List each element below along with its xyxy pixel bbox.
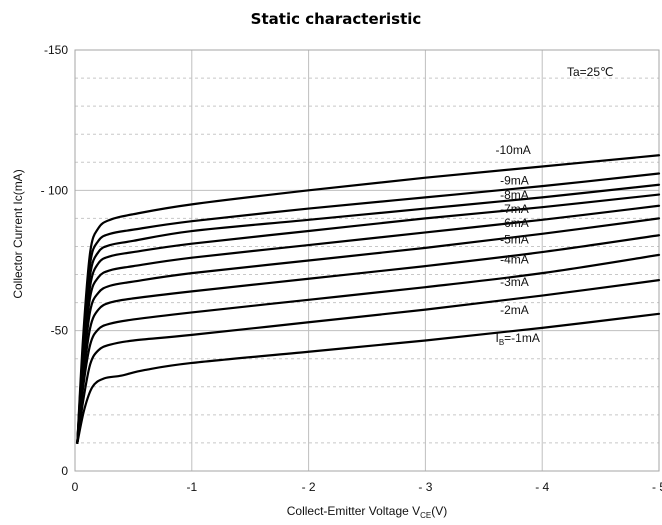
temperature-annotation: Ta=25℃ — [567, 65, 614, 79]
tick-labels: 0 -50 - 100 -150 0 -1 - 2 - 3 - 4 - 5 — [41, 43, 662, 494]
series-lines — [76, 154, 661, 445]
y-axis-label: Collector Current Ic(mA) — [11, 169, 25, 298]
x-axis-label-subscript: CE — [420, 511, 431, 520]
series-label: -10mA — [495, 143, 530, 157]
series-line — [76, 234, 661, 445]
x-axis-label-suffix: (V) — [431, 504, 447, 518]
x-axis-label: Collect-Emitter Voltage VCE(V) — [287, 504, 448, 520]
x-tick-label: - 2 — [302, 480, 316, 494]
series-label: -2mA — [500, 303, 529, 317]
series-label: -6mA — [500, 216, 529, 230]
plot-frame — [74, 49, 660, 472]
curve-labels: IB=-1mA -2mA -3mA -4mA -5mA -6mA-7mA-8mA-9mA -… — [495, 143, 539, 347]
y-tick-label: -150 — [44, 43, 68, 57]
chart-title: Static characteristic — [251, 10, 422, 28]
series-line — [76, 253, 661, 445]
y-tick-label: 0 — [61, 464, 68, 478]
series-label: -8mA — [500, 188, 529, 202]
grid — [75, 50, 659, 471]
x-axis-label-main: Collect-Emitter Voltage V — [287, 504, 420, 518]
series-line — [76, 154, 661, 445]
series-label: -9mA — [500, 174, 529, 188]
series-line — [76, 217, 661, 445]
series-label: -5mA — [500, 233, 529, 247]
x-tick-label: - 3 — [418, 480, 432, 494]
x-tick-label: - 5 — [652, 480, 662, 494]
series-label: -4mA — [500, 252, 529, 266]
y-tick-label: - 100 — [41, 183, 69, 197]
series-label: IB=-1mA — [495, 331, 539, 347]
x-tick-label: - 4 — [535, 480, 549, 494]
series-label: -3mA — [500, 275, 529, 289]
x-tick-label: 0 — [72, 480, 79, 494]
series-line — [76, 279, 661, 445]
x-tick-label: -1 — [186, 480, 197, 494]
series-label: -7mA — [500, 202, 529, 216]
y-tick-label: -50 — [51, 324, 69, 338]
series-line — [76, 312, 661, 445]
